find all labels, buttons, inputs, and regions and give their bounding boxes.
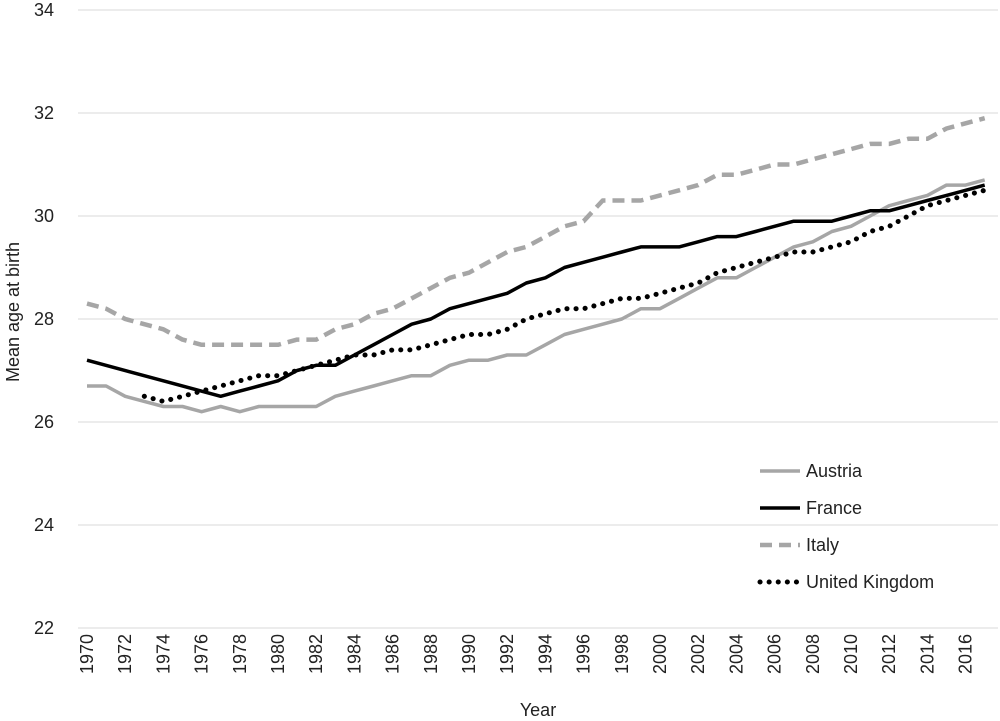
x-tick-label: 1970 [77,634,97,674]
x-tick-label: 2014 [917,634,937,674]
x-tick-label: 1986 [383,634,403,674]
x-tick-label: 2012 [879,634,899,674]
x-tick-label: 1976 [192,634,212,674]
x-tick-label: 1990 [459,634,479,674]
x-tick-label: 1994 [535,634,555,674]
series-lines [86,116,988,414]
series-line-france [86,183,986,399]
legend-label: France [806,498,862,518]
x-axis: 1970 1972 1974 1976 1978 1980 1982 1984 1986 1988… [77,634,976,674]
legend-label: United Kingdom [806,572,934,592]
x-tick-label: 1998 [612,634,632,674]
x-tick-label: 2004 [726,634,746,674]
legend: Austria France Italy United Kingdom [757,461,934,592]
y-tick-label: 32 [34,103,54,123]
y-tick-label: 26 [34,412,54,432]
legend-label: Austria [806,461,863,481]
series-line-italy [86,116,986,348]
x-tick-label: 2006 [765,634,785,674]
y-tick-label: 22 [34,618,54,638]
y-tick-label: 34 [34,0,54,20]
x-tick-label: 1992 [497,634,517,674]
gridlines [78,9,998,629]
y-axis: 22 24 26 28 30 32 34 [34,0,54,638]
x-tick-label: 1978 [230,634,250,674]
y-tick-label: 30 [34,206,54,226]
y-tick-label: 28 [34,309,54,329]
series-line-austria [87,178,986,414]
y-tick-label: 24 [34,515,54,535]
x-axis-title: Year [520,700,556,720]
series-line-united-kingdom [141,187,988,404]
y-axis-title: Mean age at birth [3,242,23,382]
x-tick-label: 2010 [841,634,861,674]
x-tick-label: 2008 [803,634,823,674]
legend-label: Italy [806,535,839,555]
x-tick-label: 1996 [574,634,594,674]
x-tick-label: 1984 [344,634,364,674]
x-tick-label: 2000 [650,634,670,674]
x-tick-label: 1988 [421,634,441,674]
x-tick-label: 1980 [268,634,288,674]
x-tick-label: 1982 [306,634,326,674]
x-tick-label: 2002 [688,634,708,674]
x-tick-label: 1972 [115,634,135,674]
x-tick-label: 2016 [956,634,976,674]
x-tick-label: 1974 [153,634,173,674]
